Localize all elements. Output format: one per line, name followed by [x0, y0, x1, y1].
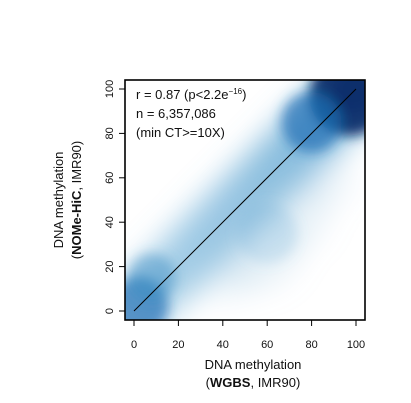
x-tick-label: 100 — [347, 339, 365, 351]
y-axis-label-line2: (NOMe-HiC, IMR90) — [69, 141, 84, 259]
y-tick-label: 40 — [104, 216, 116, 228]
x-axis-label-line2: (WGBS, IMR90) — [206, 375, 301, 390]
x-tick-label: 20 — [172, 339, 184, 351]
x-axis: 0 20 40 60 80 100 — [131, 320, 365, 351]
y-axis-label-line1: DNA methylation — [51, 152, 66, 249]
y-tick-label: 60 — [104, 172, 116, 184]
density-hotspot — [281, 92, 342, 153]
plot-frame — [124, 79, 366, 321]
density-hotspot — [127, 253, 176, 302]
density-haze — [186, 230, 259, 303]
density-hotspot — [237, 203, 298, 264]
y-tick-label: 100 — [104, 80, 116, 98]
x-axis-label-line1: DNA methylation — [205, 357, 302, 372]
identity-line — [133, 88, 357, 312]
density-haze — [292, 147, 353, 208]
n-annotation: n = 6,357,086 — [136, 106, 216, 121]
y-axis: 0 20 40 60 80 100 — [104, 80, 125, 314]
x-tick-label: 0 — [131, 339, 137, 351]
x-tick-label: 80 — [305, 339, 317, 351]
r-annotation: r = 0.87 (p<2.2e−16) — [136, 87, 246, 102]
x-tick-label: 40 — [217, 339, 229, 351]
y-tick-label: 20 — [104, 260, 116, 272]
ct-annotation: (min CT>=10X) — [136, 125, 225, 140]
x-tick-label: 60 — [261, 339, 273, 351]
y-tick-label: 0 — [104, 308, 116, 314]
y-tick-label: 80 — [104, 127, 116, 139]
